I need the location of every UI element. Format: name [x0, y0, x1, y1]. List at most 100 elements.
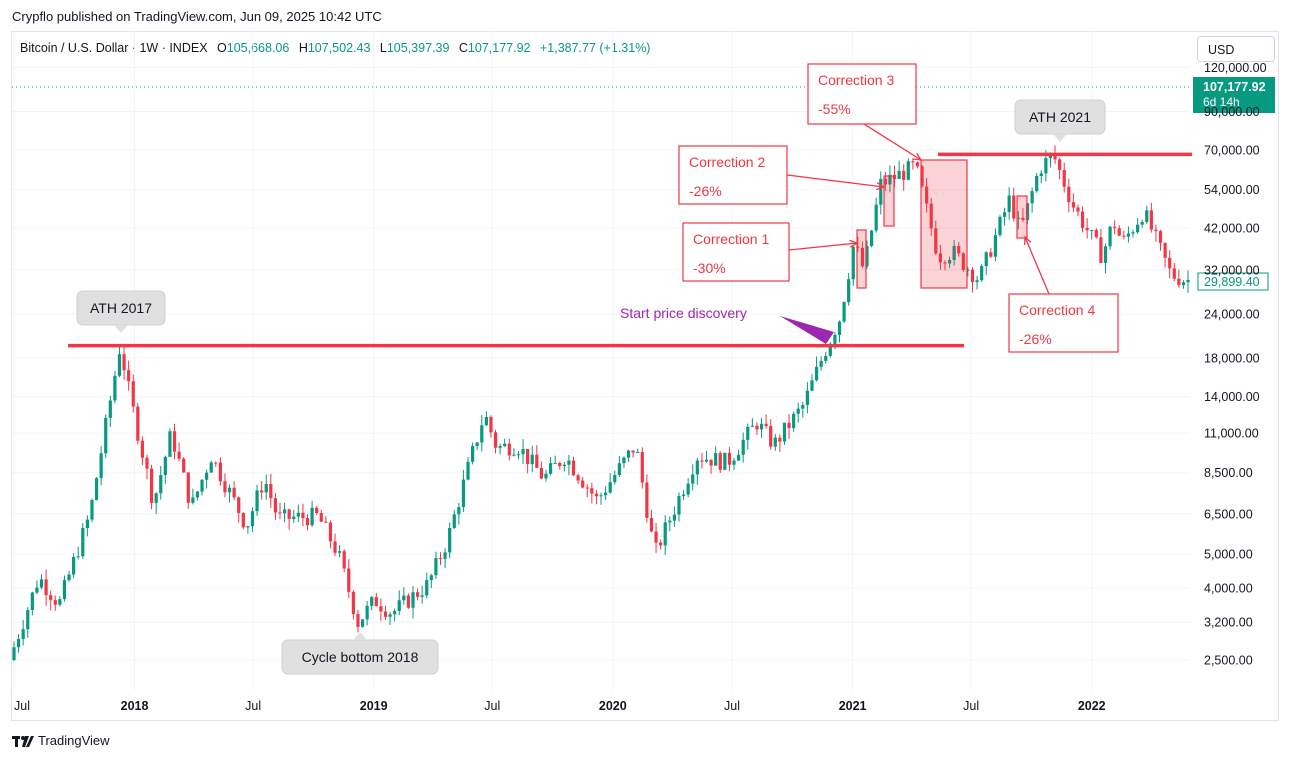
candle-body — [778, 437, 782, 442]
ath-2021-bubble-pointer — [1053, 134, 1067, 142]
current-price-tag-countdown: 6d 14h — [1203, 95, 1240, 109]
correction-2-callout: Correction 2 -26% — [678, 145, 886, 205]
chart-frame[interactable] — [11, 31, 1279, 721]
candle-body — [746, 426, 750, 440]
correction-4-arrow — [1024, 236, 1050, 295]
candle-body — [172, 431, 177, 452]
candle-body — [246, 526, 250, 528]
published-by-header: Crypflo published on TradingView.com, Ju… — [12, 9, 382, 24]
candle-body — [163, 456, 167, 476]
candle-body — [21, 629, 25, 639]
candle-body — [1085, 227, 1089, 231]
candle-body — [622, 457, 626, 464]
correction-3-box — [807, 63, 917, 125]
ath-2017-bubble-pointer — [114, 325, 128, 333]
candle-body — [232, 487, 236, 498]
candle-body — [338, 551, 342, 553]
candle-body — [374, 597, 378, 607]
candle-body — [227, 487, 232, 493]
currency-button[interactable]: USD — [1197, 36, 1275, 62]
candle-body — [567, 460, 571, 465]
candle-body — [576, 475, 580, 481]
correction-4-callout: Correction 4 -26% — [1008, 235, 1119, 353]
y-tick-label: 14,000.00 — [1204, 390, 1260, 404]
tradingview-logo-icon — [12, 735, 34, 747]
candle-body — [544, 473, 548, 479]
candle-body — [1039, 173, 1043, 177]
candle-body — [925, 186, 929, 204]
y-tick-label: 24,000.00 — [1204, 307, 1260, 321]
candle-body — [599, 495, 603, 497]
candle-body — [195, 491, 200, 498]
candle-body — [704, 459, 709, 462]
candle-body — [269, 483, 273, 499]
candle-body — [1035, 176, 1039, 192]
candle-body — [425, 580, 429, 596]
last-price-tag-bg — [1197, 272, 1269, 291]
candle-body — [1135, 224, 1140, 233]
candle-body — [498, 446, 502, 448]
correction-1-callout: Correction 1 -30% — [682, 222, 859, 282]
tradingview-footer: TradingView — [12, 733, 110, 748]
candle-body — [1071, 202, 1075, 208]
candle-body — [205, 472, 209, 480]
candle-body — [984, 252, 988, 267]
candle-body — [1044, 158, 1048, 174]
candle-body — [911, 161, 915, 163]
high-label: H — [298, 41, 308, 55]
correction-4-pct: -26% — [1019, 331, 1052, 347]
candles-layer — [12, 145, 1190, 662]
candle-body — [1053, 153, 1057, 160]
candle-body — [1094, 230, 1098, 238]
candle-body — [461, 479, 466, 507]
candle-body — [131, 381, 135, 407]
correction-2-arrow — [786, 174, 885, 188]
candle-body — [608, 482, 612, 493]
grid-lines — [12, 31, 1190, 690]
candle-body — [897, 170, 901, 179]
candle-body — [810, 380, 814, 391]
candle-body — [709, 459, 713, 466]
candle-body — [168, 431, 172, 457]
candle-body — [631, 450, 635, 453]
y-tick-label: 3,200.00 — [1204, 616, 1253, 630]
x-tick-label: 2021 — [839, 699, 867, 713]
candle-body — [686, 483, 690, 495]
candle-body — [452, 514, 456, 529]
candle-body — [159, 475, 163, 494]
candle-body — [145, 457, 149, 469]
candle-body — [1080, 211, 1085, 228]
candle-body — [351, 591, 355, 615]
candle-body — [81, 528, 85, 557]
candle-body — [824, 355, 828, 361]
candle-body — [457, 506, 461, 515]
candle-body — [672, 514, 676, 521]
candle-body — [1186, 279, 1190, 283]
candle-body — [484, 416, 488, 426]
y-tick-label: 8,500.00 — [1204, 466, 1253, 480]
candle-body — [393, 611, 397, 615]
correction-1-zone — [856, 229, 867, 289]
candle-body — [489, 416, 493, 433]
price-discovery-label: Start price discovery — [620, 305, 747, 321]
correction-3-pct: -55% — [818, 101, 851, 117]
candle-body — [342, 551, 346, 569]
correction-2-box — [678, 145, 788, 205]
candle-body — [301, 512, 305, 519]
candle-body — [1021, 217, 1025, 220]
candle-body — [177, 451, 181, 459]
candle-body — [503, 443, 507, 447]
correction-3-callout: Correction 3 -55% — [807, 63, 923, 161]
candle-body — [920, 166, 924, 187]
candle-body — [947, 259, 952, 264]
candle-body — [1113, 226, 1117, 229]
candle-body — [755, 425, 759, 430]
candle-body — [585, 487, 589, 489]
candle-body — [681, 494, 686, 497]
candle-body — [521, 449, 525, 455]
x-tick-label: 2022 — [1078, 699, 1106, 713]
candle-body — [966, 269, 970, 271]
candle-body — [429, 575, 433, 581]
candle-body — [264, 483, 268, 493]
